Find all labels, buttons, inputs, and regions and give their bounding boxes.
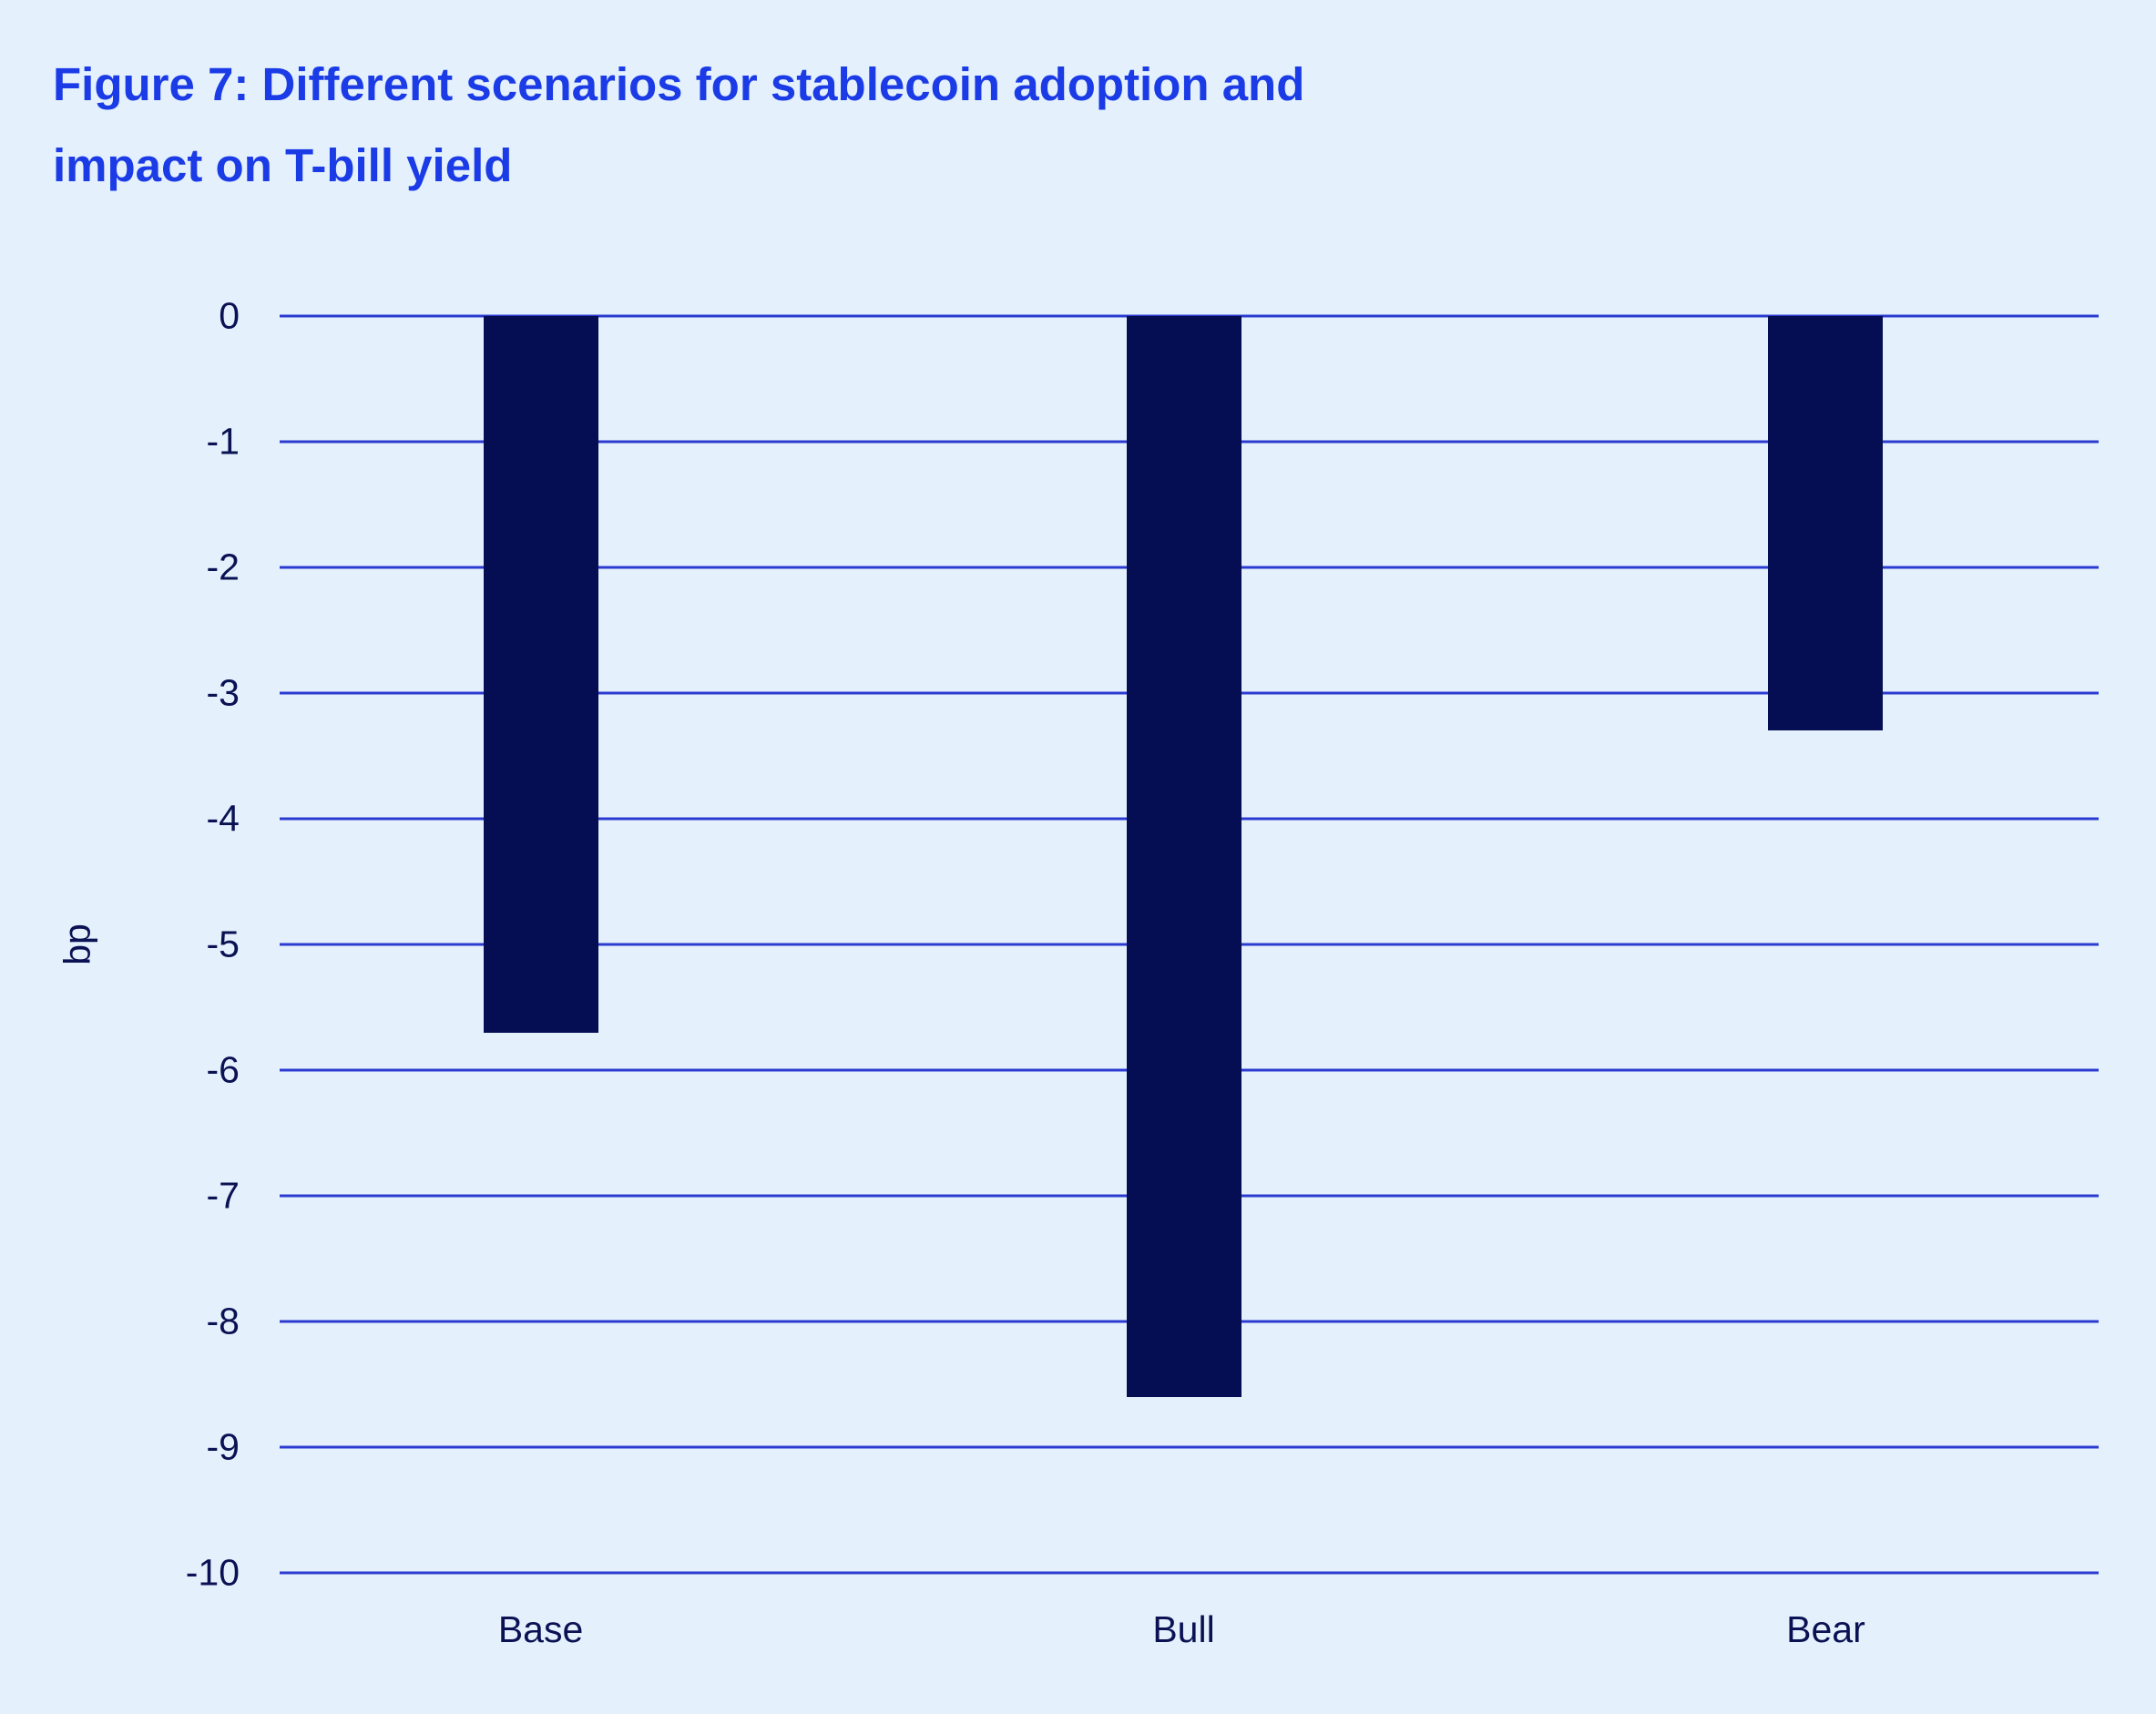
- y-tick-label: -9: [206, 1425, 240, 1468]
- bar-bear: [1768, 316, 1884, 731]
- x-tick-label-bull: Bull: [1152, 1608, 1215, 1650]
- y-tick-label: 0: [219, 294, 240, 337]
- y-axis-label: bp: [56, 923, 98, 965]
- bar-base: [483, 316, 598, 1033]
- y-tick-label: -10: [185, 1551, 240, 1594]
- y-tick-label: -6: [206, 1048, 240, 1091]
- y-tick-label: -8: [206, 1300, 240, 1342]
- figure-title-line-1: Figure 7: Different scenarios for stable…: [53, 58, 1305, 110]
- y-tick-label: -1: [206, 420, 240, 463]
- gridline-y-10: [280, 1571, 2099, 1575]
- x-tick-label-bear: Bear: [1786, 1608, 1865, 1650]
- bar-bull: [1126, 316, 1241, 1397]
- figure-title: Figure 7: Different scenarios for stable…: [53, 44, 1304, 206]
- y-tick-label: -7: [206, 1174, 240, 1217]
- y-tick-label: -4: [206, 797, 240, 840]
- x-tick-label-base: Base: [497, 1608, 584, 1650]
- y-tick-label: -5: [206, 923, 240, 965]
- y-tick-label: -2: [206, 546, 240, 588]
- y-tick-label: -3: [206, 671, 240, 714]
- gridline-y-9: [280, 1445, 2099, 1449]
- figure-title-line-2: impact on T-bill yield: [53, 139, 513, 191]
- plot-area: 0 -1 -2 -3 -4 -5 -6 -7 -8 -9 -10 Base Bull Bear: [186, 297, 2099, 1648]
